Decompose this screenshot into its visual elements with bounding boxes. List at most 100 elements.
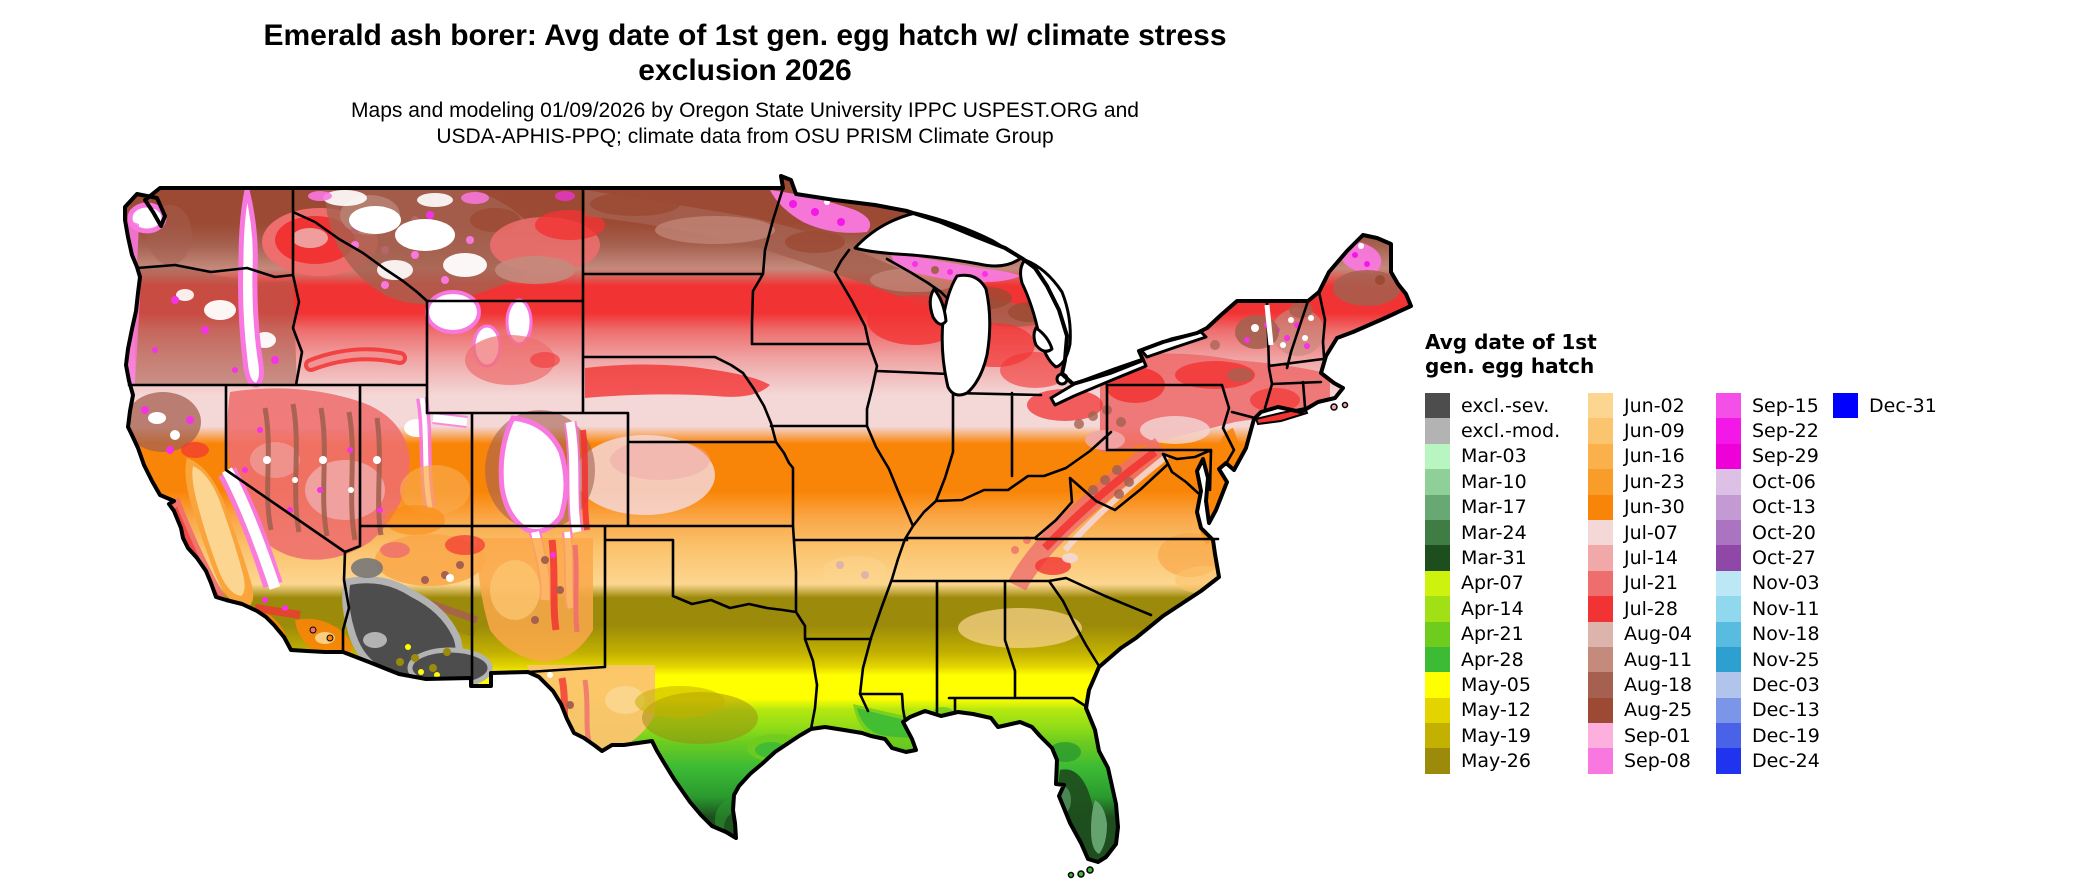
- great-lakes: [853, 211, 1208, 407]
- island-nantucket: [1341, 401, 1349, 409]
- legend-entry: Sep-01: [1588, 723, 1716, 749]
- legend-swatch: [1425, 621, 1450, 647]
- legend-entry: Nov-03: [1716, 570, 1833, 597]
- legend-label: Sep-01: [1624, 724, 1691, 747]
- legend-swatch: [1588, 697, 1613, 724]
- island-marthas-vineyard: [1330, 403, 1338, 411]
- legend-swatch: [1716, 545, 1741, 571]
- legend-swatch: [1425, 494, 1450, 520]
- legend-swatch: [1588, 494, 1613, 520]
- legend-label: Nov-25: [1752, 648, 1820, 671]
- legend-swatch: [1425, 469, 1450, 495]
- legend-entry: Aug-25: [1588, 697, 1716, 724]
- legend-label: excl.-sev.: [1461, 394, 1550, 417]
- legend-entry: Oct-13: [1716, 494, 1833, 520]
- legend-entry: Sep-08: [1588, 748, 1716, 774]
- legend-swatch: [1588, 443, 1613, 470]
- legend-label: Aug-11: [1624, 648, 1693, 671]
- legend-label: Jun-16: [1624, 445, 1685, 468]
- legend-swatch: [1588, 723, 1613, 749]
- legend-label: Mar-10: [1461, 470, 1527, 493]
- legend-swatch: [1425, 723, 1450, 749]
- legend-swatch: [1588, 418, 1613, 444]
- legend-swatch: [1716, 621, 1741, 647]
- legend-swatch: [1588, 621, 1613, 647]
- legend-swatch: [1588, 519, 1613, 546]
- legend-label: Oct-20: [1752, 521, 1816, 544]
- saginaw-bay: [1032, 326, 1054, 353]
- legend-label: Aug-25: [1624, 699, 1693, 722]
- legend-entry: Apr-21: [1425, 621, 1588, 647]
- legend-label: Dec-31: [1869, 394, 1937, 417]
- legend-label: Jun-30: [1624, 496, 1685, 519]
- legend-entry: Jun-02: [1588, 393, 1716, 419]
- legend-entry: Apr-28: [1425, 646, 1588, 673]
- legend-label: Dec-24: [1752, 750, 1820, 773]
- legend-swatch: [1425, 596, 1450, 622]
- legend-swatch: [1716, 494, 1741, 520]
- legend-label: Apr-07: [1461, 572, 1524, 595]
- legend-entry: Jul-21: [1588, 570, 1716, 597]
- legend-label: Jun-02: [1624, 394, 1685, 417]
- legend-title-line2: gen. egg hatch: [1425, 354, 1595, 378]
- map-legend: Avg date of 1st gen. egg hatch excl.-sev…: [1425, 330, 1937, 774]
- legend-entry: Oct-27: [1716, 545, 1833, 571]
- legend-entry: Apr-07: [1425, 570, 1588, 597]
- title-block: Emerald ash borer: Avg date of 1st gen. …: [150, 18, 1340, 150]
- legend-swatch: [1716, 697, 1741, 724]
- lake-superior: [853, 211, 1023, 268]
- legend-swatch: [1716, 748, 1741, 774]
- legend-label: Apr-28: [1461, 648, 1524, 671]
- legend-label: May-12: [1461, 699, 1531, 722]
- legend-label: Aug-18: [1624, 673, 1693, 696]
- legend-entry: Oct-20: [1716, 519, 1833, 546]
- florida-keys: [1077, 870, 1085, 878]
- legend-swatch: [1716, 443, 1741, 470]
- lake-huron: [1019, 258, 1072, 369]
- lake-champlain: [1264, 304, 1274, 346]
- map-subtitle: Maps and modeling 01/09/2026 by Oregon S…: [351, 99, 1139, 148]
- legend-entry: Aug-04: [1588, 621, 1716, 647]
- legend-entry: Aug-11: [1588, 646, 1716, 673]
- legend-swatch: [1716, 570, 1741, 597]
- legend-label: Jul-28: [1624, 597, 1678, 620]
- legend-entry: Aug-18: [1588, 672, 1716, 698]
- legend-label: May-26: [1461, 750, 1531, 773]
- legend-label: excl.-mod.: [1461, 420, 1561, 443]
- legend-swatch: [1425, 545, 1450, 571]
- legend-label: Nov-11: [1752, 597, 1820, 620]
- legend-swatch: [1425, 748, 1450, 774]
- legend-label: Jun-09: [1624, 420, 1685, 443]
- legend-title-line1: Avg date of 1st: [1425, 330, 1597, 354]
- legend-label: Mar-03: [1461, 445, 1527, 468]
- legend-label: Sep-15: [1752, 394, 1819, 417]
- legend-label: Dec-13: [1752, 699, 1820, 722]
- legend-swatch: [1425, 418, 1450, 444]
- legend-entry: Jun-16: [1588, 443, 1716, 470]
- legend-label: Oct-27: [1752, 547, 1816, 570]
- legend-swatch: [1425, 519, 1450, 546]
- legend-label: Dec-19: [1752, 724, 1820, 747]
- legend-label: Mar-17: [1461, 496, 1527, 519]
- legend-entry: Mar-03: [1425, 443, 1588, 470]
- legend-label: Jun-23: [1624, 470, 1685, 493]
- legend-label: Jul-21: [1624, 572, 1678, 595]
- legend-columns: excl.-sev. excl.-mod. Mar-03 Mar-10 Mar-17 Ma…: [1425, 393, 1937, 774]
- legend-entry: Jul-14: [1588, 545, 1716, 571]
- green-bay: [928, 287, 948, 326]
- legend-column: Sep-15 Sep-22 Sep-29 Oct-06 Oct-13 Oct-20 Oct-…: [1716, 393, 1833, 774]
- legend-entry: May-05: [1425, 672, 1588, 698]
- map-title: Emerald ash borer: Avg date of 1st gen. …: [263, 19, 1227, 87]
- legend-swatch: [1588, 393, 1613, 419]
- legend-title: Avg date of 1st gen. egg hatch: [1425, 330, 1937, 378]
- channel-islands: [309, 626, 317, 634]
- florida-keys: [1086, 866, 1094, 874]
- legend-swatch: [1588, 646, 1613, 673]
- legend-swatch: [1588, 570, 1613, 597]
- legend-swatch: [1716, 418, 1741, 444]
- legend-entry: Mar-17: [1425, 494, 1588, 520]
- legend-label: Nov-03: [1752, 572, 1820, 595]
- legend-entry: Dec-03: [1716, 672, 1833, 698]
- legend-label: Jul-07: [1624, 521, 1678, 544]
- legend-entry: excl.-sev.: [1425, 393, 1588, 419]
